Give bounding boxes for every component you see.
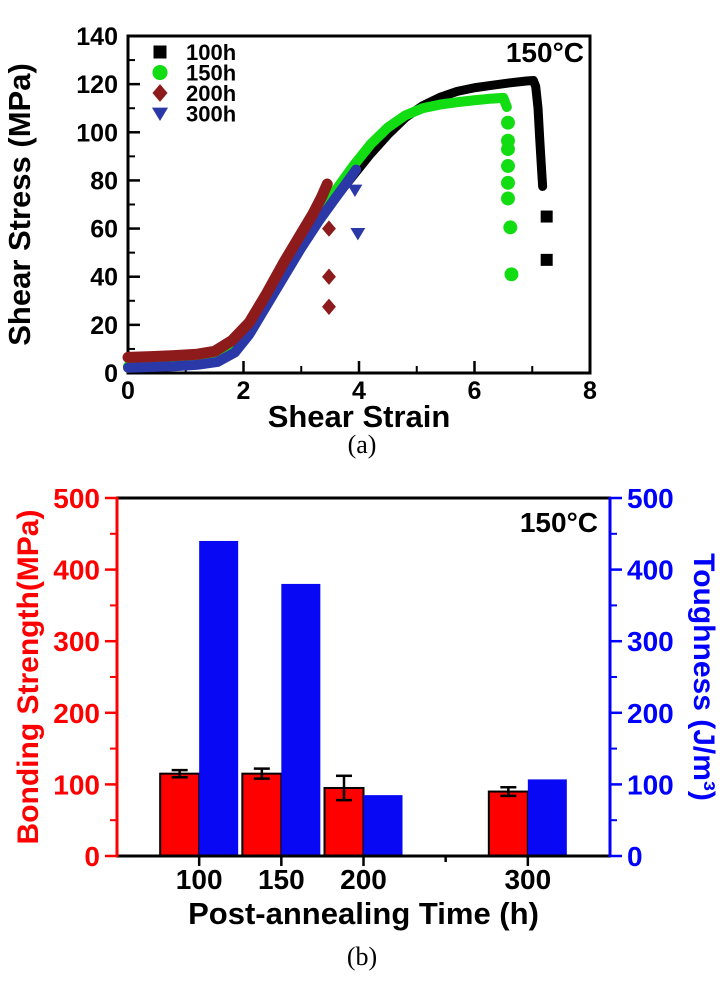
right-tick-label: 400 — [627, 555, 674, 586]
bar-toughness-150 — [281, 583, 321, 856]
x-tick-label: 200 — [340, 864, 387, 895]
x-tick-label: 0 — [121, 377, 135, 405]
diamond-legend-icon — [152, 84, 168, 102]
series-150h-drop-point — [503, 220, 518, 235]
y-tick-label: 80 — [90, 167, 118, 195]
y-axis-title: Shear Stress (MPa) — [2, 63, 37, 346]
legend-label: 300h — [186, 102, 236, 127]
panel-b-caption: (b) — [346, 942, 378, 971]
series-200h-drop-point — [322, 268, 336, 285]
error-bar-300 — [500, 786, 517, 798]
error-bar-100 — [171, 768, 188, 779]
x-tick-label: 300 — [504, 864, 551, 895]
left-tick-label: 500 — [53, 483, 100, 514]
left-tick-label: 100 — [53, 769, 100, 800]
x-tick-label: 150 — [258, 864, 305, 895]
legend-label: 150h — [186, 61, 236, 86]
error-bar-200 — [336, 774, 352, 802]
temperature-annotation: 150°C — [506, 37, 584, 68]
left-tick-label: 300 — [53, 626, 100, 657]
bar-toughness-300 — [527, 779, 567, 856]
legend-label: 100h — [186, 40, 236, 65]
left-axis-title: Bonding Strength(MPa) — [12, 510, 45, 845]
legend-item-150h: 150h — [152, 61, 236, 86]
series-150h-drop-point — [504, 267, 519, 282]
y-tick-label: 40 — [90, 264, 118, 292]
x-tick-label: 8 — [583, 377, 597, 405]
series-300h-drop-point — [347, 184, 363, 198]
x-tick-label: 2 — [237, 377, 251, 405]
x-tick-label: 6 — [468, 377, 482, 405]
x-tick-label: 100 — [176, 864, 223, 895]
y-tick-label: 0 — [104, 360, 118, 388]
legend-item-100h: 100h — [153, 40, 236, 65]
bar-toughness-100 — [199, 540, 239, 856]
square-legend-icon — [153, 45, 167, 59]
series-200h-curve — [122, 178, 333, 363]
series-100h-drop-point — [540, 253, 553, 266]
left-tick-label: 200 — [53, 698, 100, 729]
series-150h-drop-point — [501, 175, 515, 190]
series-150h-drop-point — [501, 159, 515, 173]
series-150h-drop-point — [501, 191, 515, 206]
x-tick-label: 4 — [352, 377, 366, 405]
series-300h-curve — [123, 164, 362, 373]
circle-legend-icon — [152, 64, 168, 81]
bar-bonding-strength-150 — [241, 772, 283, 857]
y-tick-label: 100 — [76, 119, 118, 147]
temperature-annotation: 150°C — [520, 507, 598, 538]
right-tick-label: 100 — [627, 769, 674, 800]
y-tick-label: 20 — [90, 312, 118, 340]
right-tick-label: 300 — [627, 626, 674, 657]
y-tick-label: 60 — [90, 216, 118, 244]
strength-toughness-bar-chart: 0 0 100 100 200 200 300 300 400 400 500 500 100 150 20… — [12, 483, 720, 931]
x-axis-title: Post-annealing Time (h) — [188, 896, 539, 931]
bar-bonding-strength-100 — [159, 772, 201, 857]
triangle-down-legend-icon — [151, 107, 169, 122]
left-tick-label: 0 — [84, 841, 100, 872]
series-100h-drop-point — [540, 210, 553, 223]
y-tick-label: 140 — [76, 23, 118, 51]
right-tick-label: 500 — [627, 483, 674, 514]
right-tick-label: 0 — [627, 841, 643, 872]
right-axis-title: Toughness (J/m³) — [687, 553, 720, 801]
legend-item-300h: 300h — [151, 102, 236, 127]
panel-a-caption: (a) — [347, 430, 377, 459]
series-200h-drop-point — [322, 220, 336, 237]
error-bar-150 — [253, 767, 270, 780]
series-300h-drop-point — [350, 227, 366, 241]
left-tick-label: 400 — [53, 555, 100, 586]
series-200h-drop-point — [322, 298, 336, 315]
bar-toughness-200 — [363, 795, 403, 856]
x-axis-title: Shear Strain — [268, 399, 451, 430]
bar-bonding-strength-300 — [487, 790, 529, 857]
legend-item-200h: 200h — [152, 81, 236, 106]
right-tick-label: 200 — [627, 698, 674, 729]
series-150h-drop-point — [501, 142, 515, 157]
y-tick-label: 120 — [76, 71, 118, 99]
legend-label: 200h — [186, 81, 236, 106]
series-150h-drop-point — [501, 115, 515, 130]
